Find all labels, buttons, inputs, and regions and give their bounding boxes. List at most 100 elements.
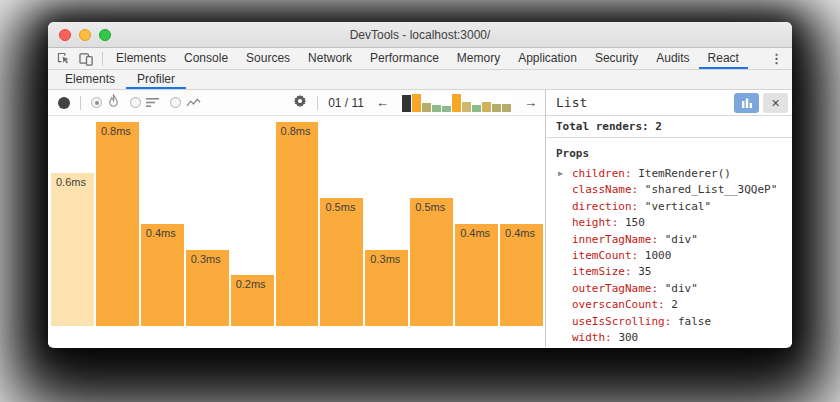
commit-bar-duration-label: 0.3ms (365, 250, 408, 265)
next-commit-arrow-icon[interactable]: → (522, 95, 539, 110)
subtab-profiler[interactable]: Profiler (126, 70, 186, 89)
subtab-elements[interactable]: Elements (54, 70, 126, 89)
minichart-bar-7[interactable] (462, 102, 471, 112)
tab-console[interactable]: Console (175, 48, 237, 69)
close-panel-icon[interactable]: × (763, 93, 788, 113)
prop-row-direction[interactable]: direction: "vertical" (556, 199, 782, 215)
prop-row-children[interactable]: ▶children: ItemRenderer() (556, 166, 782, 182)
minichart-bar-6[interactable] (452, 94, 461, 112)
commit-bar-3[interactable]: 0.4ms (141, 224, 184, 326)
minichart-bar-10[interactable] (492, 104, 501, 112)
tab-react[interactable]: React (699, 48, 748, 69)
total-renders-text: Total renders: 2 (556, 120, 662, 133)
commit-bar-11[interactable]: 0.4ms (500, 224, 543, 326)
tab-application[interactable]: Application (509, 48, 586, 69)
prop-key: useIsScrolling: (572, 315, 671, 328)
profiler-content: 01 / 11 ← → 0.6ms0.8ms0.4ms0.3ms0.2ms0.8… (48, 90, 792, 347)
radio-icon (130, 97, 141, 108)
commit-bar-10[interactable]: 0.4ms (455, 224, 498, 326)
prop-value: "div" (665, 282, 698, 295)
close-button[interactable] (59, 29, 71, 41)
toolbar-divider (317, 96, 318, 110)
commit-bar-duration-label: 0.5ms (410, 198, 453, 213)
prop-value: 150 (625, 216, 645, 229)
desktop-background: DevTools - localhost:3000/ (0, 0, 840, 402)
tab-memory[interactable]: Memory (448, 48, 509, 69)
flamegraph-view-toggle[interactable] (91, 94, 120, 112)
minichart-bar-5[interactable] (442, 106, 451, 112)
minichart-bar-4[interactable] (432, 105, 441, 112)
prop-row-height[interactable]: height: 150 (556, 215, 782, 231)
prop-row-outerTagName[interactable]: outerTagName: "div" (556, 281, 782, 297)
commit-position-label: 01 / 11 (328, 96, 364, 110)
previous-commit-arrow-icon[interactable]: ← (374, 95, 391, 110)
commit-bar-1[interactable]: 0.6ms (51, 173, 94, 326)
commit-bar-9[interactable]: 0.5ms (410, 198, 453, 326)
window-controls (59, 29, 111, 41)
commit-bar-duration-label: 0.6ms (51, 173, 94, 188)
commit-bar-7[interactable]: 0.5ms (320, 198, 363, 326)
component-details-panel: List × Total renders: 2 (546, 90, 792, 347)
tab-network[interactable]: Network (299, 48, 361, 69)
prop-key: height: (572, 216, 618, 229)
prop-key: overscanCount: (572, 298, 665, 311)
minimize-button[interactable] (79, 29, 91, 41)
minichart-bar-2[interactable] (412, 94, 421, 112)
prop-value: 1000 (645, 249, 672, 262)
minichart-bar-8[interactable] (472, 105, 481, 112)
window-titlebar[interactable]: DevTools - localhost:3000/ (48, 22, 792, 48)
commit-bar-8[interactable]: 0.3ms (365, 250, 408, 326)
props-list: ▶children: ItemRenderer()className: "sha… (556, 166, 782, 346)
minichart-bar-1[interactable] (402, 95, 411, 112)
prop-row-overscanCount[interactable]: overscanCount: 2 (556, 297, 782, 313)
tab-sources[interactable]: Sources (237, 48, 299, 69)
commit-bar-duration-label: 0.5ms (320, 198, 363, 213)
devtools-tabbar: ElementsConsoleSourcesNetworkPerformance… (48, 48, 792, 70)
props-header: Props (556, 147, 782, 160)
prop-row-itemSize[interactable]: itemSize: 35 (556, 264, 782, 280)
minichart-bar-9[interactable] (482, 102, 491, 112)
react-subtabbar: ElementsProfiler (48, 70, 792, 90)
commit-selector-minichart[interactable] (401, 93, 512, 113)
more-options-icon[interactable]: ⋮ (761, 48, 792, 69)
prop-value: 2 (671, 298, 678, 311)
profiler-chart: 0.6ms0.8ms0.4ms0.3ms0.2ms0.8ms0.5ms0.3ms… (48, 116, 545, 347)
flame-icon (107, 94, 120, 112)
prop-row-width[interactable]: width: 300 (556, 330, 782, 346)
tab-security[interactable]: Security (586, 48, 647, 69)
commit-bar-6[interactable]: 0.8ms (276, 122, 319, 326)
commit-bar-duration-label: 0.4ms (455, 224, 498, 239)
commit-bar-duration-label: 0.4ms (500, 224, 543, 239)
minichart-bar-3[interactable] (422, 103, 431, 112)
tab-audits[interactable]: Audits (647, 48, 698, 69)
commit-bar-5[interactable]: 0.2ms (231, 275, 274, 326)
settings-gear-icon[interactable] (293, 94, 307, 112)
toggle-device-toolbar-icon[interactable] (79, 52, 94, 66)
prop-key: className: (572, 183, 638, 196)
view-component-chart-button[interactable] (734, 93, 759, 113)
tab-performance[interactable]: Performance (361, 48, 448, 69)
tab-elements[interactable]: Elements (107, 48, 175, 69)
prop-row-className[interactable]: className: "shared_List__3QQeP" (556, 182, 782, 198)
ranked-view-toggle[interactable] (130, 94, 160, 112)
minichart-bar-11[interactable] (502, 104, 511, 112)
expand-triangle-icon[interactable]: ▶ (558, 166, 563, 182)
commit-bar-duration-label: 0.8ms (96, 122, 139, 137)
component-panel-header: List × (546, 90, 792, 116)
commit-bars: 0.6ms0.8ms0.4ms0.3ms0.2ms0.8ms0.5ms0.3ms… (51, 122, 543, 326)
prop-key: innerTagName: (572, 233, 658, 246)
prop-row-useIsScrolling[interactable]: useIsScrolling: false (556, 314, 782, 330)
record-button[interactable] (58, 97, 70, 109)
interactions-chart-icon (186, 94, 201, 112)
prop-row-itemCount[interactable]: itemCount: 1000 (556, 248, 782, 264)
interactions-view-toggle[interactable] (170, 94, 201, 112)
commit-bar-duration-label: 0.3ms (186, 250, 229, 265)
prop-row-innerTagName[interactable]: innerTagName: "div" (556, 232, 782, 248)
prop-value: "shared_List__3QQeP" (645, 183, 777, 196)
commit-bar-2[interactable]: 0.8ms (96, 122, 139, 326)
inspect-element-icon[interactable] (56, 51, 71, 66)
commit-bar-4[interactable]: 0.3ms (186, 250, 229, 326)
zoom-button[interactable] (99, 29, 111, 41)
toolbar-divider (80, 96, 81, 110)
props-section: Props ▶children: ItemRenderer()className… (546, 138, 792, 347)
